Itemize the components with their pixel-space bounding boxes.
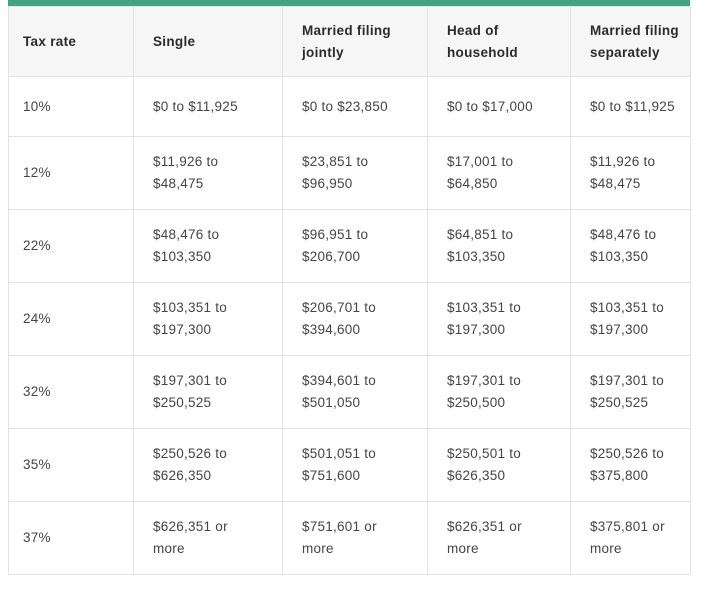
table-row: 12% $11,926 to $48,475 $23,851 to $96,95… [8,136,691,210]
table-row: 35% $250,526 to $626,350 $501,051 to $75… [8,428,691,502]
table-row: 37% $626,351 or more $751,601 or more $6… [8,501,691,575]
cell-married-filing-separately: $0 to $11,925 [570,76,691,137]
table-body: 10% $0 to $11,925 $0 to $23,850 $0 to $1… [8,76,691,575]
cell-tax-rate: 32% [8,355,134,429]
cell-married-filing-jointly: $206,701 to $394,600 [282,282,428,356]
cell-single: $48,476 to $103,350 [133,209,283,283]
header-row: Tax rate Single Married filing jointly H… [8,6,691,77]
cell-married-filing-separately: $197,301 to $250,525 [570,355,691,429]
cell-head-of-household: $626,351 or more [427,501,571,575]
cell-married-filing-separately: $48,476 to $103,350 [570,209,691,283]
cell-single: $197,301 to $250,525 [133,355,283,429]
cell-head-of-household: $0 to $17,000 [427,76,571,137]
cell-head-of-household: $250,501 to $626,350 [427,428,571,502]
cell-single: $0 to $11,925 [133,76,283,137]
cell-tax-rate: 12% [8,136,134,210]
cell-single: $11,926 to $48,475 [133,136,283,210]
column-header-head-of-household: Head of household [427,6,571,77]
cell-married-filing-jointly: $501,051 to $751,600 [282,428,428,502]
cell-married-filing-jointly: $96,951 to $206,700 [282,209,428,283]
cell-tax-rate: 37% [8,501,134,575]
table-row: 10% $0 to $11,925 $0 to $23,850 $0 to $1… [8,76,691,137]
column-header-married-filing-separately: Married filing separately [570,6,691,77]
cell-married-filing-separately: $250,526 to $375,800 [570,428,691,502]
cell-head-of-household: $197,301 to $250,500 [427,355,571,429]
cell-head-of-household: $64,851 to $103,350 [427,209,571,283]
column-header-married-filing-jointly: Married filing jointly [282,6,428,77]
table-row: 32% $197,301 to $250,525 $394,601 to $50… [8,355,691,429]
cell-tax-rate: 22% [8,209,134,283]
cell-married-filing-jointly: $0 to $23,850 [282,76,428,137]
table-row: 24% $103,351 to $197,300 $206,701 to $39… [8,282,691,356]
cell-tax-rate: 10% [8,76,134,137]
cell-married-filing-separately: $375,801 or more [570,501,691,575]
cell-married-filing-jointly: $751,601 or more [282,501,428,575]
table-top-accent-bar [8,0,690,6]
cell-married-filing-separately: $11,926 to $48,475 [570,136,691,210]
cell-head-of-household: $103,351 to $197,300 [427,282,571,356]
cell-married-filing-jointly: $23,851 to $96,950 [282,136,428,210]
cell-head-of-household: $17,001 to $64,850 [427,136,571,210]
cell-single: $250,526 to $626,350 [133,428,283,502]
cell-married-filing-separately: $103,351 to $197,300 [570,282,691,356]
cell-tax-rate: 35% [8,428,134,502]
table-row: 22% $48,476 to $103,350 $96,951 to $206,… [8,209,691,283]
cell-married-filing-jointly: $394,601 to $501,050 [282,355,428,429]
cell-tax-rate: 24% [8,282,134,356]
cell-single: $103,351 to $197,300 [133,282,283,356]
cell-single: $626,351 or more [133,501,283,575]
tax-brackets-table-container: Tax rate Single Married filing jointly H… [8,0,691,575]
column-header-tax-rate: Tax rate [8,6,134,77]
tax-brackets-table: Tax rate Single Married filing jointly H… [8,6,691,575]
column-header-single: Single [133,6,283,77]
table-header: Tax rate Single Married filing jointly H… [8,6,691,77]
